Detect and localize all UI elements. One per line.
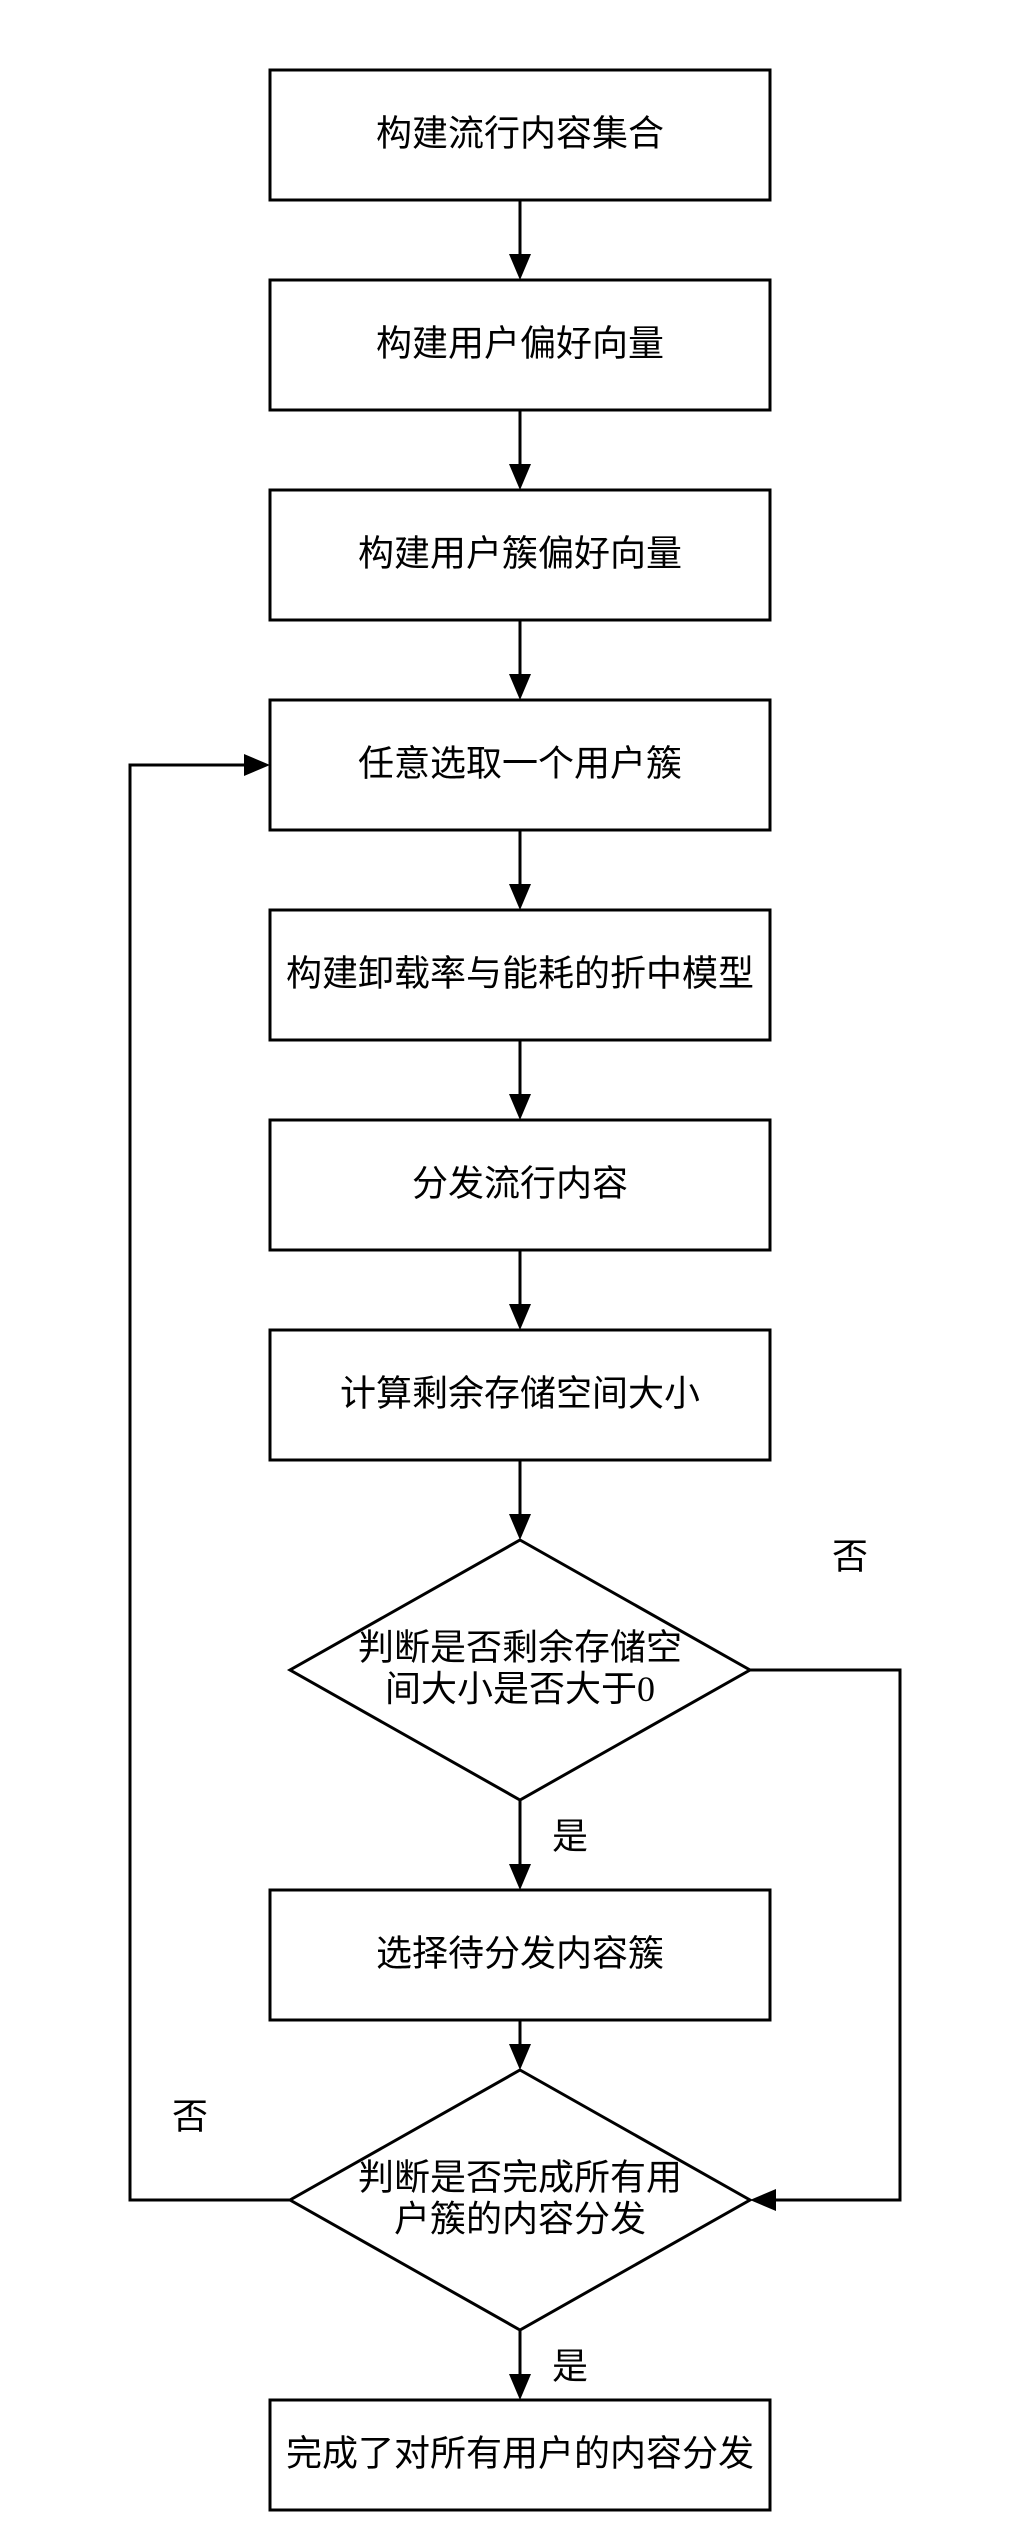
flow-edge: 是 (509, 2330, 588, 2400)
flow-step: 完成了对所有用户的内容分发 (270, 2400, 770, 2510)
svg-text:否: 否 (832, 1536, 868, 1576)
flow-step: 构建用户簇偏好向量 (270, 490, 770, 620)
flow-step: 分发流行内容 (270, 1120, 770, 1250)
svg-text:任意选取一个用户簇: 任意选取一个用户簇 (358, 743, 682, 783)
flow-edge (509, 1040, 531, 1120)
flow-step: 构建用户偏好向量 (270, 280, 770, 410)
flow-step: 任意选取一个用户簇 (270, 700, 770, 830)
svg-text:构建用户簇偏好向量: 构建用户簇偏好向量 (358, 533, 682, 573)
flow-edge: 是 (509, 1800, 588, 1890)
svg-text:构建用户偏好向量: 构建用户偏好向量 (376, 323, 664, 363)
flow-step: 构建卸载率与能耗的折中模型 (270, 910, 770, 1040)
flow-edge (509, 1460, 531, 1540)
flow-edge (509, 2020, 531, 2070)
flow-step: 选择待分发内容簇 (270, 1890, 770, 2020)
flow-decision: 判断是否剩余存储空间大小是否大于0 (290, 1540, 750, 1800)
svg-text:选择待分发内容簇: 选择待分发内容簇 (376, 1933, 664, 1973)
svg-text:户簇的内容分发: 户簇的内容分发 (394, 2199, 646, 2239)
flow-edge (509, 1250, 531, 1330)
svg-text:判断是否完成所有用: 判断是否完成所有用 (358, 2158, 682, 2198)
svg-text:构建卸载率与能耗的折中模型: 构建卸载率与能耗的折中模型 (286, 953, 754, 993)
flow-edge: 否 (130, 754, 290, 2200)
svg-text:构建流行内容集合: 构建流行内容集合 (376, 113, 664, 153)
flow-edge (509, 620, 531, 700)
svg-text:分发流行内容: 分发流行内容 (412, 1163, 628, 1203)
flow-edge: 否 (750, 1536, 900, 2211)
flow-step: 计算剩余存储空间大小 (270, 1330, 770, 1460)
svg-text:是: 是 (552, 1816, 588, 1856)
flow-edge (509, 200, 531, 280)
flow-edge (509, 830, 531, 910)
flow-decision: 判断是否完成所有用户簇的内容分发 (290, 2070, 750, 2330)
flow-edge (509, 410, 531, 490)
flow-step: 构建流行内容集合 (270, 70, 770, 200)
svg-text:计算剩余存储空间大小: 计算剩余存储空间大小 (340, 1373, 700, 1413)
svg-text:间大小是否大于0: 间大小是否大于0 (385, 1669, 655, 1709)
svg-text:是: 是 (552, 2346, 588, 2386)
svg-text:完成了对所有用户的内容分发: 完成了对所有用户的内容分发 (286, 2433, 754, 2473)
svg-text:判断是否剩余存储空: 判断是否剩余存储空 (358, 1628, 682, 1668)
svg-text:否: 否 (172, 2096, 208, 2136)
